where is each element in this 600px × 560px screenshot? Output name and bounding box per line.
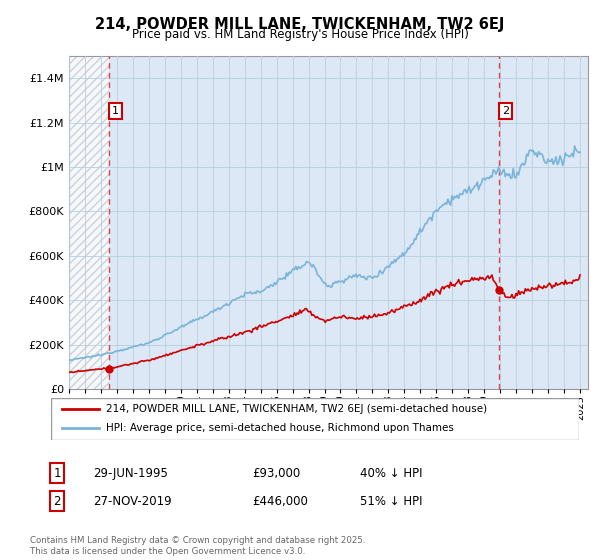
- Text: HPI: Average price, semi-detached house, Richmond upon Thames: HPI: Average price, semi-detached house,…: [106, 423, 454, 433]
- Text: 214, POWDER MILL LANE, TWICKENHAM, TW2 6EJ: 214, POWDER MILL LANE, TWICKENHAM, TW2 6…: [95, 17, 505, 32]
- Text: £446,000: £446,000: [252, 494, 308, 508]
- Text: 1: 1: [53, 466, 61, 480]
- Text: Contains HM Land Registry data © Crown copyright and database right 2025.
This d: Contains HM Land Registry data © Crown c…: [30, 536, 365, 556]
- Text: 1: 1: [112, 106, 119, 116]
- Text: 40% ↓ HPI: 40% ↓ HPI: [360, 466, 422, 480]
- Text: £93,000: £93,000: [252, 466, 300, 480]
- Text: 29-JUN-1995: 29-JUN-1995: [93, 466, 168, 480]
- Text: 51% ↓ HPI: 51% ↓ HPI: [360, 494, 422, 508]
- Text: 2: 2: [502, 106, 509, 116]
- Text: 27-NOV-2019: 27-NOV-2019: [93, 494, 172, 508]
- FancyBboxPatch shape: [51, 398, 579, 440]
- Text: 214, POWDER MILL LANE, TWICKENHAM, TW2 6EJ (semi-detached house): 214, POWDER MILL LANE, TWICKENHAM, TW2 6…: [106, 404, 488, 414]
- Text: 2: 2: [53, 494, 61, 508]
- Bar: [69, 56, 109, 389]
- Text: Price paid vs. HM Land Registry's House Price Index (HPI): Price paid vs. HM Land Registry's House …: [131, 28, 469, 41]
